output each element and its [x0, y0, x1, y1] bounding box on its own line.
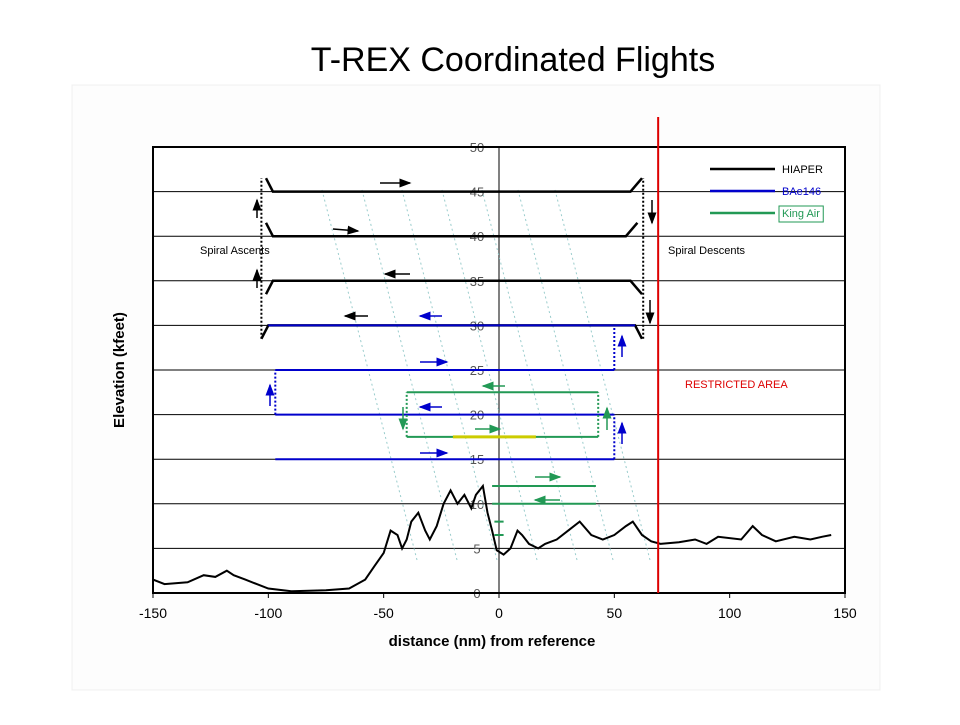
wave-line	[361, 189, 458, 561]
chart-title: T-REX Coordinated Flights	[311, 41, 715, 79]
wave-line	[401, 189, 498, 561]
wave-line	[554, 189, 651, 561]
annotation-descents: Spiral Descents	[668, 245, 746, 257]
annotation-restricted: RESTRICTED AREA	[685, 379, 788, 391]
legend-label: King Air	[782, 208, 820, 220]
x-tick-label: 0	[495, 605, 503, 621]
wave-line	[441, 189, 538, 561]
plot-frame	[152, 146, 846, 594]
x-tick-label: 50	[607, 605, 623, 621]
x-tick-label: 100	[718, 605, 742, 621]
y-tick-label: 5	[473, 541, 480, 556]
flight-track	[268, 324, 636, 461]
wave-line	[321, 189, 418, 561]
wave-line	[481, 189, 578, 561]
x-tick-label: -50	[374, 605, 394, 621]
x-tick-label: 150	[833, 605, 857, 621]
terrain-line	[152, 483, 832, 593]
arrow	[332, 225, 360, 235]
annotation-ascents: Spiral Ascents	[200, 245, 270, 257]
x-axis-label: distance (nm) from reference	[389, 633, 596, 650]
legend: HIAPER BAe146 King Air	[710, 164, 824, 223]
legend-label: HIAPER	[782, 164, 823, 176]
wave-lines	[321, 189, 651, 561]
legend-label: BAe146	[782, 186, 821, 198]
x-tick-label: -100	[254, 605, 282, 621]
legend-box	[778, 205, 824, 223]
marks	[152, 117, 832, 593]
flight-track	[260, 177, 644, 340]
arrows	[252, 178, 657, 505]
x-tick-label: -150	[139, 605, 167, 621]
y-axis-label: Elevation (kfeet)	[111, 312, 128, 428]
wave-line	[517, 189, 614, 561]
